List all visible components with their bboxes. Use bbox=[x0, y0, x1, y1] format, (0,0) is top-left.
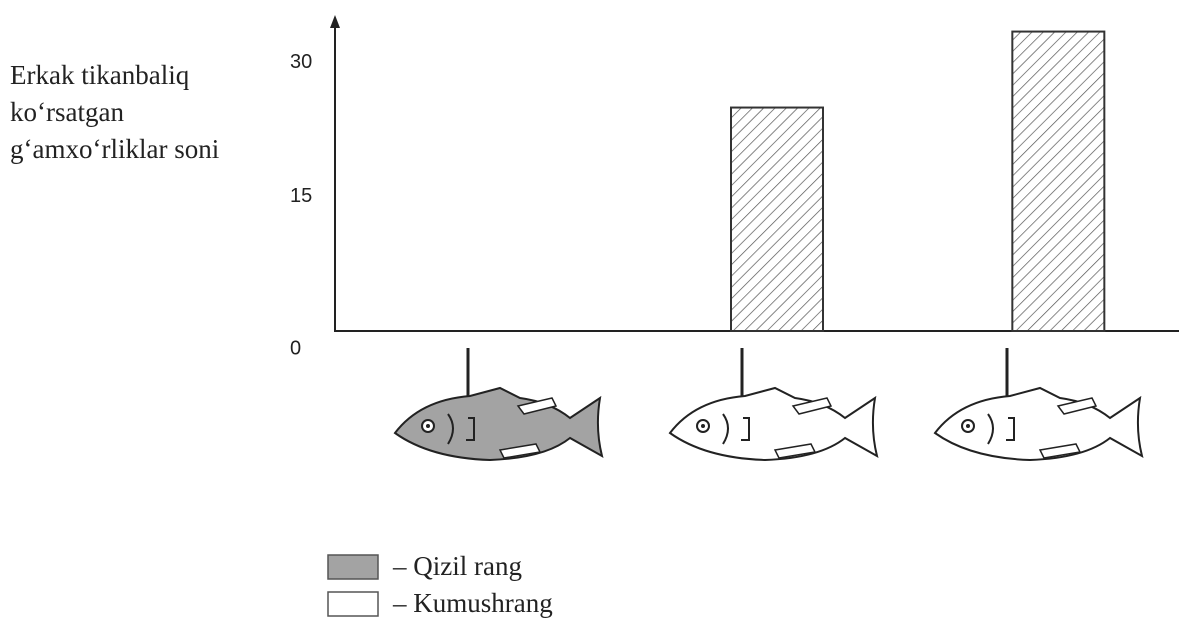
legend-swatch bbox=[327, 554, 379, 580]
y-tick-label: 30 bbox=[290, 51, 312, 73]
y-axis-label: Erkak tikanbaliq bbox=[10, 60, 190, 90]
y-axis-label: g‘amxo‘rliklar soni bbox=[10, 134, 219, 164]
y-axis-label: ko‘rsatgan bbox=[10, 97, 124, 127]
bar bbox=[730, 106, 824, 332]
axis-arrow bbox=[330, 15, 340, 28]
legend-label: – Kumushrang bbox=[392, 588, 553, 618]
legend-label: – Qizil rang bbox=[392, 551, 522, 581]
bar bbox=[1011, 30, 1106, 332]
y-tick-label: 15 bbox=[290, 185, 312, 207]
fish-illustrations bbox=[394, 348, 1143, 461]
y-tick-label: 0 bbox=[290, 337, 301, 359]
legend-swatch bbox=[327, 591, 379, 617]
